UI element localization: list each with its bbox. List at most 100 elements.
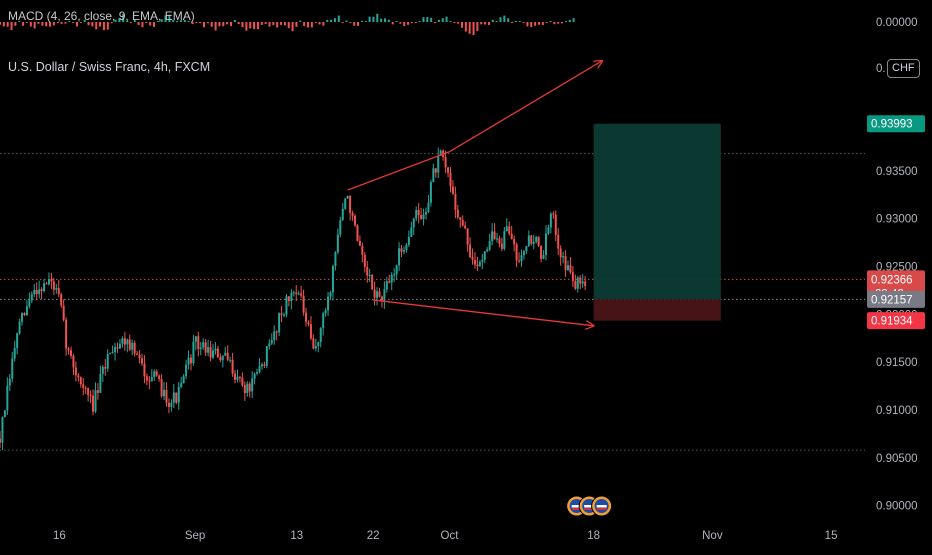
macd-histogram — [0, 13, 575, 36]
macd-bar — [526, 22, 529, 27]
macd-bar — [545, 22, 548, 23]
candle-body — [373, 289, 376, 298]
candle-body — [234, 373, 237, 380]
candle-body — [456, 209, 459, 218]
macd-bar — [549, 21, 552, 22]
macd-bar — [418, 21, 421, 22]
candle-body — [312, 338, 315, 349]
candle-body — [527, 235, 530, 247]
candle-body — [307, 322, 310, 325]
candle-body — [219, 357, 222, 361]
candle-body — [89, 395, 92, 397]
macd-bar — [176, 20, 179, 22]
event-icons[interactable] — [566, 495, 613, 517]
candle-body — [96, 390, 99, 393]
candle-body — [290, 292, 293, 302]
candle-body — [11, 358, 14, 379]
macd-bar — [195, 22, 198, 23]
macd-bar — [41, 22, 44, 26]
candle-body — [557, 235, 560, 249]
candle-body — [143, 363, 146, 377]
candle-body — [571, 272, 574, 282]
candle-body — [425, 211, 428, 215]
candle-body — [229, 359, 232, 361]
candle-body — [385, 281, 388, 290]
macd-bar — [399, 22, 402, 24]
candle-body — [33, 290, 36, 295]
macd-bar — [129, 22, 132, 23]
candle-body — [407, 236, 410, 245]
candle-body — [126, 339, 129, 345]
candle-body — [84, 387, 87, 389]
price-axis-tick-label: 0.93500 — [876, 166, 918, 178]
candle-body — [317, 341, 320, 346]
candle-body — [432, 168, 435, 183]
candle-body — [278, 313, 281, 333]
macd-bar — [499, 17, 502, 22]
candle-body — [185, 364, 188, 377]
candle-body — [314, 345, 317, 349]
candle-body — [8, 378, 11, 386]
candle-body — [410, 227, 413, 237]
candle-body — [180, 383, 183, 387]
candle-body — [25, 306, 28, 316]
candle-body — [128, 339, 131, 350]
trend-line[interactable] — [347, 151, 450, 191]
macd-bar — [22, 22, 25, 26]
trend-lines[interactable] — [347, 61, 602, 326]
candle-body — [6, 385, 9, 411]
macd-bar — [495, 21, 498, 22]
macd-bar — [387, 19, 390, 22]
candle-body — [297, 293, 300, 295]
macd-bar — [156, 21, 159, 22]
candle-body — [111, 352, 114, 354]
trend-line[interactable] — [449, 61, 602, 153]
candle-body — [192, 341, 195, 364]
macd-bar — [272, 22, 275, 26]
macd-bar — [164, 15, 167, 22]
candle-body — [547, 227, 550, 234]
candle-body — [165, 389, 168, 403]
candle-body — [405, 244, 408, 251]
position-zones[interactable] — [593, 123, 721, 321]
macd-bar — [203, 22, 206, 28]
candle-body — [0, 438, 1, 443]
candle-body — [209, 347, 212, 358]
macd-bar — [407, 22, 410, 25]
candle-body — [170, 402, 173, 407]
macd-bar — [357, 22, 360, 26]
candle-body — [270, 340, 273, 344]
macd-bar — [141, 22, 144, 28]
macd-bar — [368, 16, 371, 22]
candle-body — [3, 410, 6, 417]
macd-bar — [364, 21, 367, 22]
candle-body — [300, 293, 303, 296]
macd-bar — [491, 19, 494, 22]
macd-axis-label: 0.00000 — [876, 17, 918, 29]
macd-bar — [484, 22, 487, 25]
macd-bar — [214, 22, 217, 31]
macd-bar — [237, 22, 240, 25]
target-price-badge-bg — [867, 115, 925, 133]
candle-body — [544, 233, 547, 256]
currency-button[interactable]: CHF — [887, 59, 920, 78]
candle-body — [444, 157, 447, 168]
macd-bar — [303, 22, 306, 26]
symbol-title[interactable]: U.S. Dollar / Swiss Franc, 4h, FXCM — [8, 60, 211, 74]
economic-event-icon[interactable] — [591, 495, 613, 517]
candle-body — [380, 296, 383, 301]
target-zone[interactable] — [593, 123, 721, 300]
trend-line[interactable] — [373, 299, 593, 326]
candle-body — [118, 343, 121, 349]
macd-bar — [152, 22, 155, 27]
stop-zone[interactable] — [593, 299, 721, 321]
candle-body — [366, 266, 369, 276]
candle-body — [94, 390, 97, 412]
macd-bar — [422, 17, 425, 22]
macd-indicator-label[interactable]: MACD (4, 26, close, 9, EMA, EMA) — [8, 9, 195, 23]
time-axis[interactable]: 16 Sep 13 22 Oct 18 Nov 15 — [53, 530, 838, 542]
candle-body — [361, 245, 364, 255]
candle-body — [503, 231, 506, 249]
